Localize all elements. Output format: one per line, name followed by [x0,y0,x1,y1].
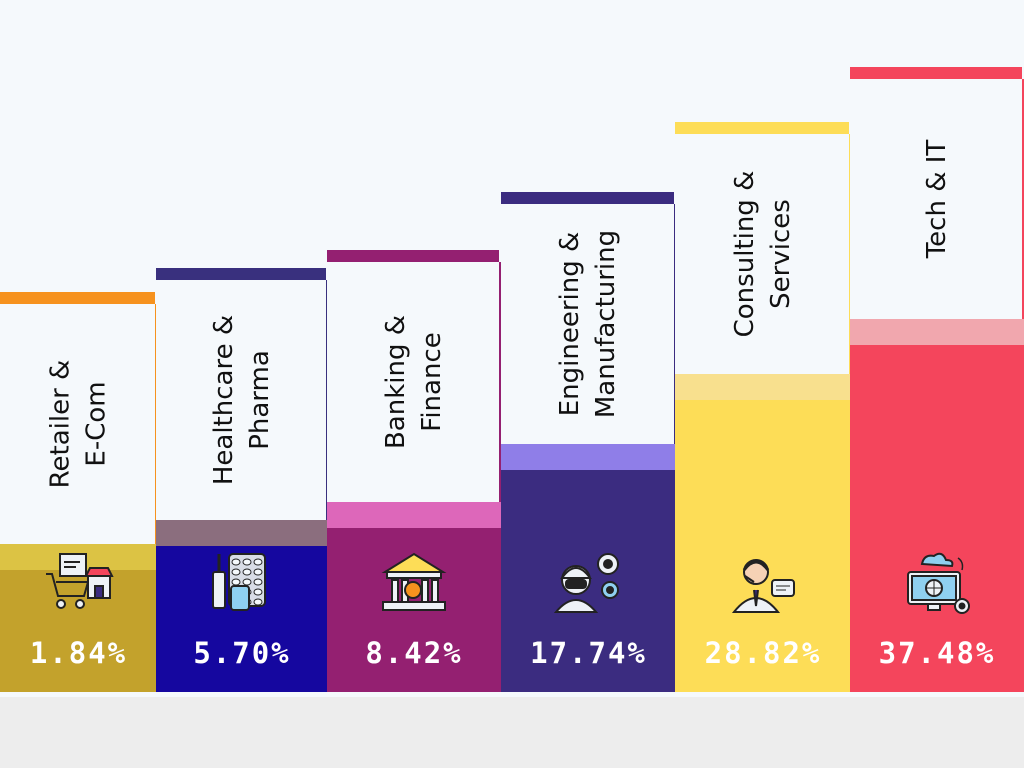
floor [0,697,1024,768]
label-card [675,133,851,374]
label-card [327,262,501,503]
category-label-wrap: Engineering & Manufacturing [501,212,676,436]
label-card [850,79,1024,319]
category-label-wrap: Banking & Finance [327,270,501,494]
bar-column: Engineering & Manufacturing 17.74% [501,0,676,692]
bar-band [501,443,676,470]
pharma-pills-icon [212,553,266,611]
bar-band [675,373,851,400]
bar-icon-wrap [728,550,798,620]
support-agent-icon [731,559,795,613]
value-label: 17.74% [530,636,647,670]
engineer-gears-icon [553,553,619,613]
bar-top-line [675,121,849,134]
bar-top-line [0,292,155,304]
label-card [501,203,676,444]
bank-bitcoin-icon [381,552,447,611]
bar-top-line [501,191,674,204]
category-label-wrap: Tech & IT [850,87,1024,311]
computer-cloud-icon [907,552,970,614]
label-card [0,304,157,544]
bar-column: Retailer & E-Com 1.84% [0,0,157,692]
category-label: Banking & Finance [381,315,447,450]
label-card [156,279,328,520]
bar [0,570,157,692]
category-label: Consulting & Services [730,170,796,338]
value-label: 1.84% [29,636,128,670]
bar-top-line [156,267,326,280]
bar-band [327,502,501,529]
bar [675,399,851,692]
category-label-wrap: Healthcare & Pharma [156,288,328,512]
category-label: Retailer & E-Com [45,359,112,489]
category-label-wrap: Consulting & Services [675,142,851,366]
bar-column: Banking & Finance 8.42% [327,0,501,692]
value-label: 8.42% [365,636,463,670]
bar-band [156,519,328,546]
bar-top-line [850,67,1022,79]
bar-icon-wrap [379,550,449,620]
bar-icon-wrap [44,550,114,620]
bar-band [850,319,1024,345]
bar [850,345,1024,692]
card-edge [499,262,501,503]
category-label: Tech & IT [922,139,952,259]
shopping-cart-store-icon [45,553,114,609]
bar-column: Consulting & Services 28.82% [675,0,851,692]
category-label: Healthcare & Pharma [209,314,275,485]
category-label: Engineering & Manufacturing [555,229,622,418]
value-label: 5.70% [193,636,291,670]
bar-icon-wrap [902,550,972,620]
bar-top-line [327,250,499,263]
bar-icon-wrap [207,550,277,620]
bar-icon-wrap [553,550,624,620]
bar-column: Tech & IT 37.48% [850,0,1024,692]
value-label: 37.48% [878,636,996,670]
value-label: 28.82% [704,636,822,670]
bar-column: Healthcare & Pharma 5.70% [156,0,328,692]
category-label-wrap: Retailer & E-Com [0,312,157,536]
card-edge [1022,79,1024,319]
